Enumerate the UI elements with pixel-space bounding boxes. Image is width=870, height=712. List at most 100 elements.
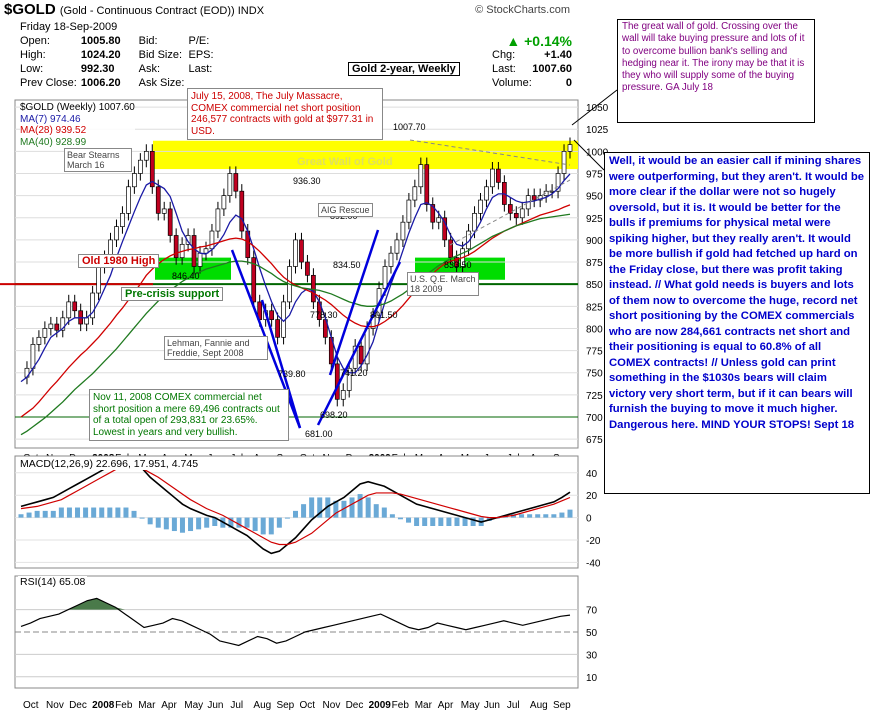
series-ma40 bbox=[20, 213, 571, 436]
candle-body bbox=[507, 204, 513, 214]
macd-histogram-bar bbox=[91, 507, 97, 518]
candle-body bbox=[251, 257, 257, 303]
candle-body bbox=[537, 195, 543, 201]
candle-body bbox=[454, 257, 459, 267]
analysis-comment: Well, it would be an easier call if mini… bbox=[604, 152, 870, 494]
candle-body bbox=[418, 164, 424, 188]
macd-histogram-bar bbox=[519, 514, 525, 518]
candle-body bbox=[311, 274, 316, 303]
july-massacre-note: July 15, 2008, The July Massacre, COMEX … bbox=[187, 88, 383, 140]
candle-body bbox=[197, 252, 203, 267]
candle-body bbox=[543, 190, 549, 196]
macd-histogram-bar bbox=[260, 517, 266, 535]
usqe-label: U.S. Q.E. March 18 2009 bbox=[407, 272, 479, 296]
candle-body bbox=[406, 199, 412, 223]
macd-histogram-bar bbox=[309, 497, 315, 518]
macd-histogram-bar bbox=[123, 507, 129, 518]
last-row: Last: 1007.60 bbox=[492, 62, 572, 76]
macd-histogram-bar bbox=[284, 517, 290, 519]
candle-body bbox=[149, 151, 155, 188]
candle-body bbox=[227, 173, 233, 196]
open-value: 1005.80 bbox=[80, 35, 121, 47]
candle-body bbox=[185, 235, 191, 245]
candle-body bbox=[340, 390, 346, 400]
x-tick-label-bottom: Sep bbox=[276, 700, 294, 711]
candle-body bbox=[126, 186, 131, 214]
legend-ma7: MA(7) 974.46 bbox=[20, 113, 81, 125]
macd-histogram-bar bbox=[276, 517, 282, 528]
price-label: 1007.70 bbox=[393, 122, 426, 132]
candle-body bbox=[36, 336, 42, 345]
candle-body bbox=[388, 252, 394, 267]
price-label: 741.20 bbox=[340, 368, 368, 378]
high-label: High: bbox=[20, 49, 46, 61]
x-tick-label-bottom: Aug bbox=[530, 700, 548, 711]
macd-tick-label: 20 bbox=[586, 491, 598, 502]
price-tick-label: 725 bbox=[586, 391, 603, 402]
chg-row: Chg: +1.40 bbox=[492, 48, 572, 62]
macd-histogram-bar bbox=[446, 517, 452, 526]
macd-histogram-bar bbox=[293, 510, 298, 518]
x-tick-label-bottom: Feb bbox=[115, 700, 133, 711]
macd-histogram-bar bbox=[389, 514, 395, 518]
comment-pointer-top bbox=[571, 89, 618, 126]
macd-histogram-bar bbox=[66, 507, 72, 518]
candle-body bbox=[346, 367, 352, 391]
candle-body bbox=[490, 168, 495, 188]
candle-body bbox=[400, 221, 406, 241]
candle-body bbox=[215, 208, 221, 232]
candle-body bbox=[221, 195, 227, 210]
low-value: 992.30 bbox=[80, 63, 115, 75]
x-tick-label-bottom: Dec bbox=[69, 700, 87, 711]
macd-histogram-bar bbox=[301, 504, 307, 518]
candle-body bbox=[155, 186, 161, 214]
candle-body bbox=[513, 212, 519, 219]
support-zone-2008 bbox=[155, 257, 231, 280]
price-label: 936.30 bbox=[293, 176, 321, 186]
macd-histogram-bar bbox=[454, 517, 460, 526]
candle-body bbox=[478, 199, 483, 214]
quote-date: Friday 18-Sep-2009 bbox=[20, 21, 118, 33]
x-tick-label-bottom: Jun bbox=[484, 700, 500, 711]
macd-histogram-bar bbox=[252, 517, 258, 532]
volume-label: Volume: bbox=[492, 77, 532, 89]
candle-body bbox=[531, 195, 537, 201]
trendline-down-2 bbox=[260, 299, 302, 429]
macd-histogram-bar bbox=[244, 517, 250, 528]
macd-histogram-bar bbox=[115, 507, 121, 518]
old-1980-high-label: Old 1980 High bbox=[78, 254, 160, 268]
macd-histogram-bar bbox=[381, 507, 387, 518]
resistance-dashed bbox=[409, 139, 571, 166]
candle-body bbox=[161, 208, 167, 214]
macd-histogram-bar bbox=[131, 510, 137, 518]
macd-histogram-bar bbox=[430, 517, 436, 526]
asksize-label: Ask Size: bbox=[138, 77, 185, 89]
price-label: 801.50 bbox=[370, 310, 398, 320]
change-percent: +0.14% bbox=[524, 33, 572, 49]
macd-histogram-bar bbox=[333, 500, 339, 518]
candle-body bbox=[394, 239, 400, 254]
candle-body bbox=[305, 261, 310, 276]
macd-histogram-bar bbox=[228, 517, 234, 528]
macd-histogram-bar bbox=[527, 514, 533, 518]
macd-histogram-bar bbox=[317, 497, 323, 518]
x-tick-label-bottom: Dec bbox=[346, 700, 364, 711]
price-tick-label: 700 bbox=[586, 413, 603, 424]
candle-body bbox=[561, 151, 567, 174]
change-percent-row: ▲ +0.14% bbox=[492, 34, 572, 48]
x-tick-label-bottom: Feb bbox=[392, 700, 410, 711]
candle-body bbox=[436, 217, 442, 223]
rsi-label: RSI(14) 65.08 bbox=[20, 576, 86, 588]
rsi-tick-label: 30 bbox=[586, 650, 598, 661]
legend-ma40: MA(40) 928.99 bbox=[20, 136, 87, 148]
x-tick-label-bottom: Mar bbox=[415, 700, 433, 711]
x-tick-label-bottom: 2008 bbox=[92, 700, 115, 711]
macd-histogram-bar bbox=[83, 507, 89, 518]
chart-title: Gold 2-year, Weekly bbox=[348, 62, 460, 76]
volume-value: 0 bbox=[565, 77, 572, 89]
high-value: 1024.20 bbox=[80, 49, 121, 61]
candle-body bbox=[72, 301, 78, 312]
candle-body bbox=[496, 168, 501, 183]
lehman-label: Lehman, Fannie and Freddie, Sept 2008 bbox=[164, 336, 268, 360]
rsi-title: RSI(14) 65.08 bbox=[18, 576, 88, 588]
